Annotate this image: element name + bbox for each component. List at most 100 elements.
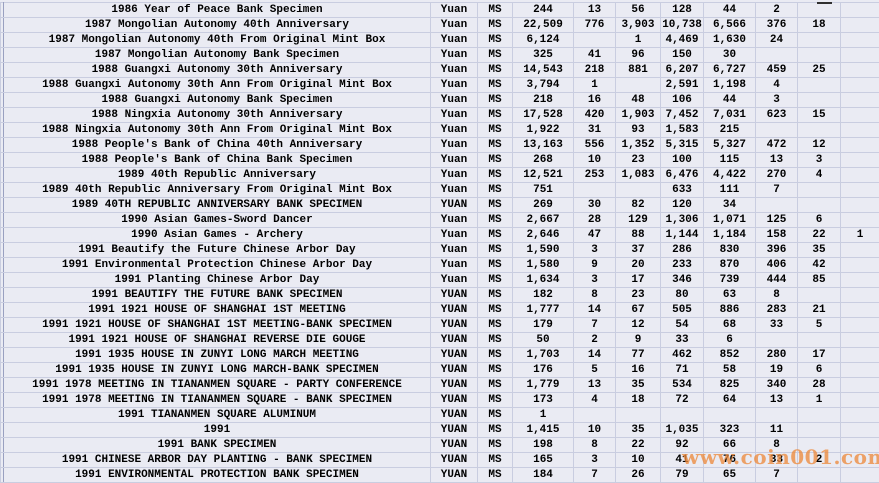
count-cell-2[interactable]: 31 [573,122,616,138]
currency-cell[interactable]: YUAN [430,302,478,318]
description-cell[interactable]: 1991 BEAUTIFY THE FUTURE BANK SPECIMEN [3,287,431,303]
count-cell-6[interactable]: 19 [755,362,798,378]
count-cell-1[interactable]: 1,580 [512,257,574,273]
count-cell-5[interactable]: 1,184 [703,227,756,243]
count-cell-8[interactable] [840,287,879,303]
count-cell-1[interactable]: 13,163 [512,137,574,153]
count-cell-1[interactable]: 218 [512,92,574,108]
count-cell-7[interactable]: 21 [797,302,841,318]
count-cell-1[interactable]: 1,777 [512,302,574,318]
currency-cell[interactable]: Yuan [430,212,478,228]
currency-cell[interactable]: YUAN [430,197,478,213]
count-cell-5[interactable]: 215 [703,122,756,138]
grade-cell[interactable]: MS [477,122,513,138]
count-cell-4[interactable]: 54 [660,317,704,333]
count-cell-4[interactable]: 1,306 [660,212,704,228]
count-cell-5[interactable]: 830 [703,242,756,258]
count-cell-8[interactable] [840,332,879,348]
description-cell[interactable]: 1986 Year of Peace Bank Specimen [3,2,431,18]
count-cell-8[interactable] [840,347,879,363]
count-cell-8[interactable] [840,362,879,378]
count-cell-1[interactable]: 3,794 [512,77,574,93]
count-cell-6[interactable]: 472 [755,137,798,153]
description-cell[interactable]: 1991 1921 HOUSE OF SHANGHAI 1ST MEETING-… [3,317,431,333]
count-cell-1[interactable]: 165 [512,452,574,468]
grade-cell[interactable]: MS [477,407,513,423]
count-cell-4[interactable]: 41 [660,452,704,468]
count-cell-1[interactable]: 751 [512,182,574,198]
description-cell[interactable]: 1991 Planting Chinese Arbor Day [3,272,431,288]
count-cell-6[interactable]: 7 [755,182,798,198]
description-cell[interactable]: 1988 People's Bank of China 40th Anniver… [3,137,431,153]
count-cell-1[interactable]: 176 [512,362,574,378]
currency-cell[interactable]: Yuan [430,122,478,138]
count-cell-7[interactable] [797,422,841,438]
grade-cell[interactable]: MS [477,92,513,108]
count-cell-5[interactable]: 739 [703,272,756,288]
currency-cell[interactable]: Yuan [430,182,478,198]
count-cell-8[interactable] [840,167,879,183]
count-cell-5[interactable]: 323 [703,422,756,438]
count-cell-6[interactable]: 125 [755,212,798,228]
description-cell[interactable]: 1988 Ningxia Autonomy 30th Anniversary [3,107,431,123]
count-cell-6[interactable]: 33 [755,452,798,468]
grade-cell[interactable]: MS [477,332,513,348]
count-cell-2[interactable]: 5 [573,362,616,378]
grade-cell[interactable]: MS [477,362,513,378]
count-cell-2[interactable]: 8 [573,287,616,303]
count-cell-3[interactable]: 35 [615,377,661,393]
grade-cell[interactable]: MS [477,377,513,393]
currency-cell[interactable]: YUAN [430,422,478,438]
count-cell-3[interactable]: 67 [615,302,661,318]
count-cell-2[interactable]: 16 [573,92,616,108]
count-cell-5[interactable]: 7,031 [703,107,756,123]
count-cell-4[interactable]: 4,469 [660,32,704,48]
description-cell[interactable]: 1988 Guangxi Autonomy Bank Specimen [3,92,431,108]
currency-cell[interactable]: Yuan [430,152,478,168]
count-cell-3[interactable] [615,77,661,93]
count-cell-1[interactable]: 182 [512,287,574,303]
grade-cell[interactable]: MS [477,242,513,258]
grade-cell[interactable]: MS [477,107,513,123]
count-cell-5[interactable]: 115 [703,152,756,168]
count-cell-6[interactable]: 280 [755,347,798,363]
count-cell-3[interactable]: 12 [615,317,661,333]
count-cell-3[interactable]: 23 [615,287,661,303]
count-cell-3[interactable]: 20 [615,257,661,273]
count-cell-2[interactable]: 3 [573,452,616,468]
count-cell-8[interactable] [840,452,879,468]
count-cell-5[interactable]: 66 [703,437,756,453]
count-cell-6[interactable] [755,197,798,213]
count-cell-2[interactable]: 9 [573,257,616,273]
count-cell-1[interactable]: 50 [512,332,574,348]
count-cell-8[interactable] [840,62,879,78]
description-cell[interactable]: 1988 Guangxi Autonomy 30th Ann From Orig… [3,77,431,93]
count-cell-1[interactable]: 179 [512,317,574,333]
count-cell-8[interactable] [840,257,879,273]
count-cell-8[interactable] [840,107,879,123]
count-cell-3[interactable]: 9 [615,332,661,348]
currency-cell[interactable]: YUAN [430,362,478,378]
count-cell-6[interactable]: 2 [755,2,798,18]
count-cell-5[interactable]: 4,422 [703,167,756,183]
count-cell-6[interactable]: 8 [755,287,798,303]
count-cell-1[interactable]: 12,521 [512,167,574,183]
count-cell-1[interactable]: 2,667 [512,212,574,228]
count-cell-8[interactable] [840,197,879,213]
count-cell-6[interactable]: 11 [755,422,798,438]
count-cell-6[interactable] [755,407,798,423]
count-cell-5[interactable]: 64 [703,392,756,408]
count-cell-2[interactable]: 14 [573,347,616,363]
description-cell[interactable]: 1991 1935 HOUSE IN ZUNYI LONG MARCH-BANK… [3,362,431,378]
count-cell-8[interactable] [840,152,879,168]
count-cell-7[interactable] [797,407,841,423]
currency-cell[interactable]: Yuan [430,17,478,33]
count-cell-6[interactable]: 406 [755,257,798,273]
count-cell-2[interactable]: 3 [573,272,616,288]
count-cell-7[interactable]: 1 [797,392,841,408]
count-cell-3[interactable]: 82 [615,197,661,213]
currency-cell[interactable]: Yuan [430,32,478,48]
count-cell-4[interactable]: 633 [660,182,704,198]
count-cell-1[interactable]: 268 [512,152,574,168]
count-cell-4[interactable]: 33 [660,332,704,348]
